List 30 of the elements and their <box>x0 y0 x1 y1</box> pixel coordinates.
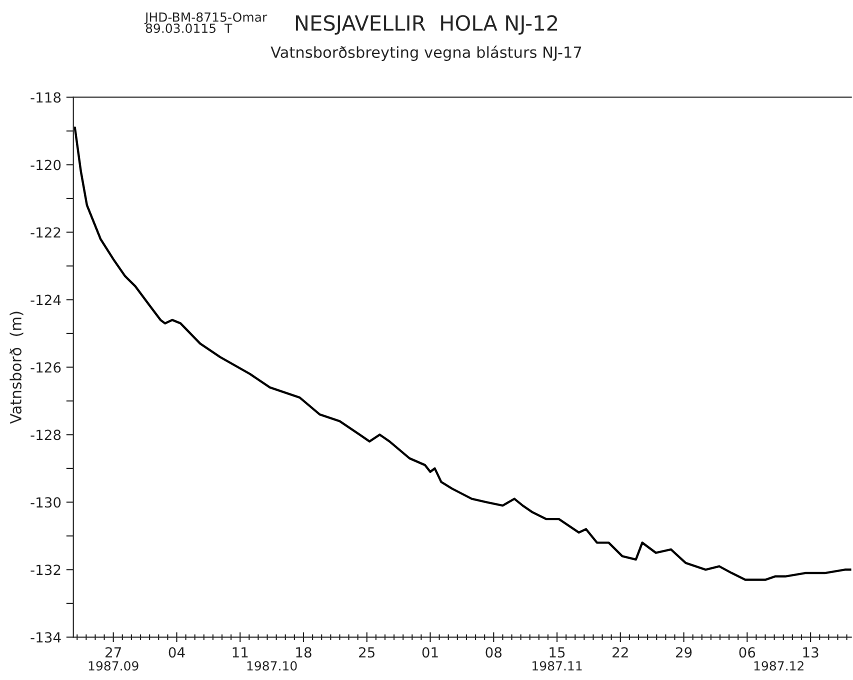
y-axis-title: Vatnsborð (m) <box>10 312 24 424</box>
x-tick-label: 18 <box>296 647 312 658</box>
x-tick-label: 06 <box>739 647 756 658</box>
y-tick-label: -118 <box>30 92 61 103</box>
x-tick-label: 11 <box>232 647 248 658</box>
y-tick-label: -134 <box>30 632 61 643</box>
x-tick-label: 29 <box>676 647 692 658</box>
x-tick-label: 15 <box>550 647 565 658</box>
x-tick-label: 04 <box>168 647 185 658</box>
y-tick-label: -132 <box>30 564 60 576</box>
y-tick-label: -126 <box>30 362 61 373</box>
x-tick-label: 13 <box>803 647 818 658</box>
x2-tick-label: 1987.10 <box>247 661 297 671</box>
y-tick-label: -130 <box>30 497 61 508</box>
chart-title: NESJAVELLIR HOLA NJ-12 <box>296 15 557 35</box>
x2-tick-label: 1987.09 <box>88 661 138 671</box>
x-tick-label: 01 <box>422 647 438 658</box>
text: JHD-BM-8715-Omar 89.03.0115 T <box>144 12 268 33</box>
x2-tick-label: 1987.11 <box>532 661 582 671</box>
x-tick-label: 22 <box>612 647 628 658</box>
y-tick-label: -122 <box>30 227 60 238</box>
x-tick-label: 08 <box>486 647 502 658</box>
x-tick-label: 25 <box>359 647 374 658</box>
chart-subtitle: Vatnsborðsbreyting vegna blásturs NJ-17 <box>270 46 582 61</box>
y-tick-label: -120 <box>30 160 61 170</box>
y-tick-label: -124 <box>30 294 61 305</box>
x-tick-label: 27 <box>106 647 121 658</box>
line-series <box>74 126 852 581</box>
y-tick-label: -128 <box>30 430 61 440</box>
x2-tick-label: 1987.12 <box>754 661 804 671</box>
